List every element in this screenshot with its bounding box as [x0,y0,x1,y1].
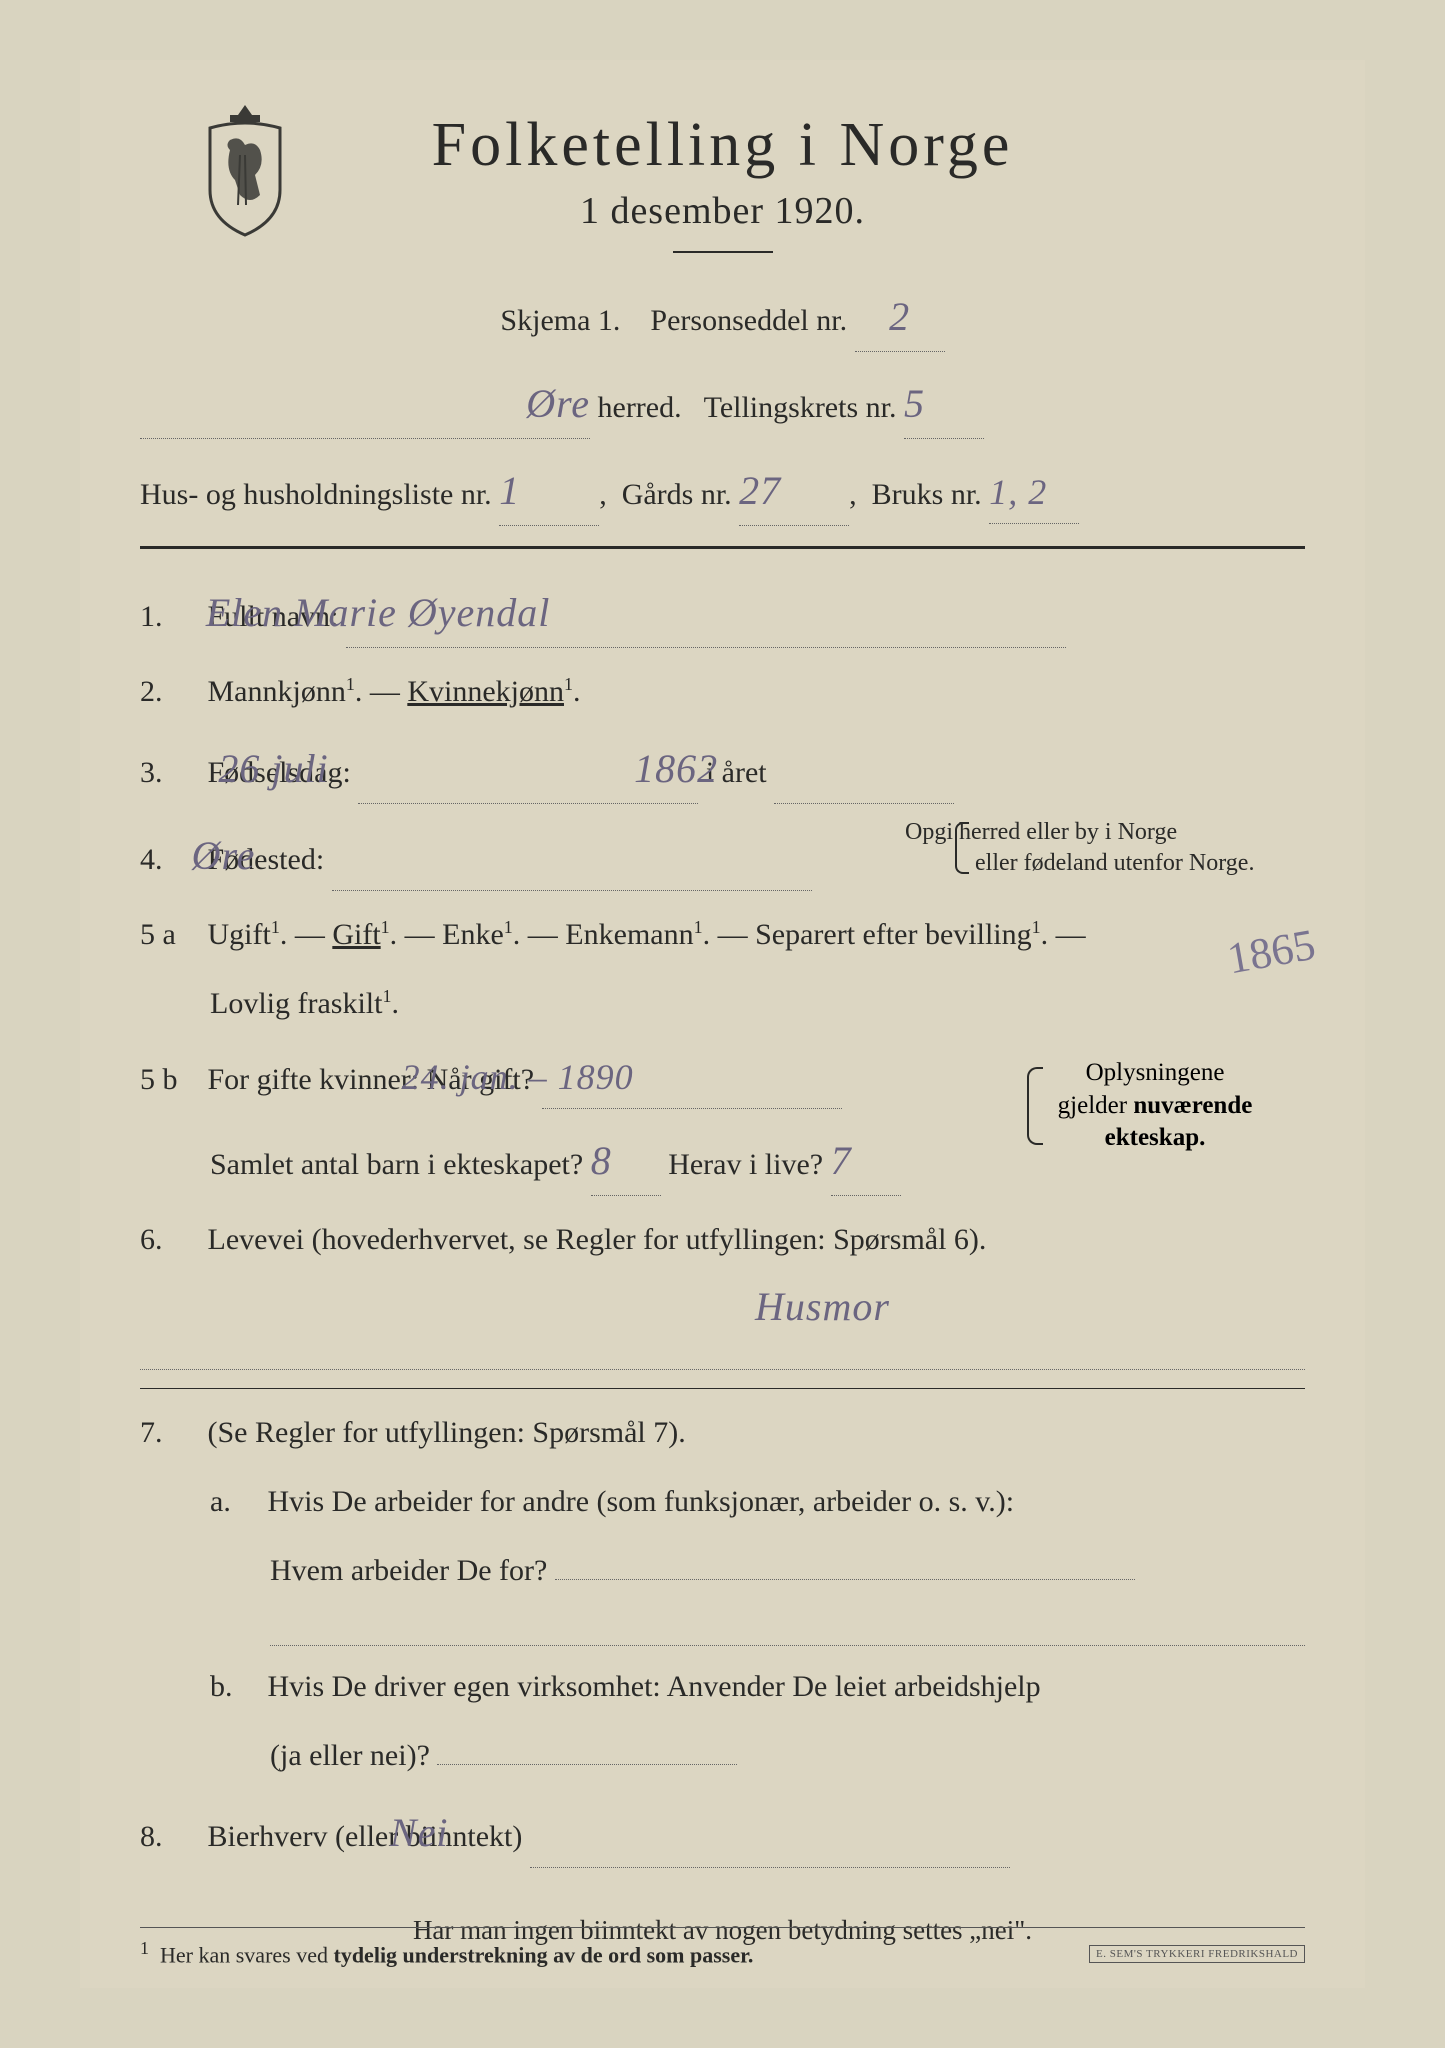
q5a-fraskilt: Lovlig fraskilt [210,987,382,1020]
printer-mark: E. SEM'S TRYKKERI FREDRIKSHALD [1089,1945,1305,1963]
q5a-margin-note: 1865 [1291,908,1322,985]
page-subtitle: 1 desember 1920. [140,189,1305,233]
herred-line: Øre herred. Tellingskrets nr. 5 [140,370,1305,439]
q7a-line2: Hvem arbeider De for? [140,1545,1305,1596]
q3-day: 26 juli [288,735,345,803]
q7a-num: a. [210,1476,260,1527]
q6-num: 6. [140,1214,200,1265]
census-form: Folketelling i Norge 1 desember 1920. Sk… [80,60,1365,1988]
q2-line: 2. Mannkjønn1. — Kvinnekjønn1. [140,666,1305,717]
personseddel-value: 2 [889,283,910,351]
gards-label: Gårds nr. [622,478,732,511]
q5b-side-note: Oplysningene gjelder nuværende ekteskap. [1045,1057,1265,1155]
q7a-text1: Hvis De arbeider for andre (som funksjon… [268,1485,1015,1518]
q7a-line1: a. Hvis De arbeider for andre (som funks… [140,1476,1305,1527]
coat-of-arms-icon [190,100,300,240]
header: Folketelling i Norge 1 desember 1920. [140,110,1305,253]
divider-main [140,546,1305,549]
q5b-value3: 7 [831,1127,852,1195]
q3-year: 1862 [704,735,718,803]
q8-label: Bierhverv (eller biinntekt) [208,1820,523,1853]
q7a-text2: Hvem arbeider De for? [270,1554,547,1587]
q5a-enke: Enke [442,918,504,951]
q7b-line2: (ja eller nei)? [140,1730,1305,1781]
husliste-line: Hus- og husholdningsliste nr. 1, Gårds n… [140,457,1305,526]
q6-label: Levevei (hovederhvervet, se Regler for u… [208,1223,987,1256]
dotted-rule-1 [140,1338,1305,1370]
q7-label: (Se Regler for utfyllingen: Spørsmål 7). [208,1416,686,1449]
q5a-num: 5 a [140,909,200,960]
q6-line: 6. Levevei (hovederhvervet, se Regler fo… [140,1214,1305,1265]
q5b-value2: 8 [591,1127,612,1195]
q6-value: Husmor [755,1283,890,1330]
title-divider [673,251,773,253]
tellingskrets-value: 5 [904,370,925,438]
q7b-text1: Hvis De driver egen virksomhet: Anvender… [268,1670,1041,1703]
q5a-enkemann: Enkemann [565,918,693,951]
q1-num: 1. [140,591,200,642]
q1-value: Elen Marie Øyendal [276,579,551,647]
q5b-block: 5 b For gifte kvinner: Når gift? 24. jan… [140,1047,1305,1196]
bruks-label: Bruks nr. [872,478,982,511]
q7-num: 7. [140,1407,200,1458]
q2-kvinne: Kvinnekjønn [407,675,564,708]
q5a-gift: Gift [332,918,380,951]
q5a-line: 5 a Ugift1. — Gift1. — Enke1. — Enkemann… [140,909,1305,960]
q5a-line2: Lovlig fraskilt1. [140,978,1305,1029]
skjema-line: Skjema 1. Personseddel nr. 2 [140,283,1305,352]
divider-thin-1 [140,1388,1305,1389]
personseddel-label: Personseddel nr. [650,304,847,337]
skjema-label: Skjema 1. [500,304,620,337]
herred-label: herred. [598,391,682,424]
page-title: Folketelling i Norge [140,110,1305,181]
q8-num: 8. [140,1811,200,1862]
q8-line: 8. Bierhverv (eller biinntekt) Nei [140,1799,1305,1868]
herred-value: Øre [526,370,590,438]
q7b-line1: b. Hvis De driver egen virksomhet: Anven… [140,1661,1305,1712]
q5b-num: 5 b [140,1054,200,1105]
husliste-label: Hus- og husholdningsliste nr. [140,478,492,511]
q7b-text2: (ja eller nei)? [270,1739,430,1772]
q3-num: 3. [140,747,200,798]
q1-line: 1. Fullt navn: Elen Marie Øyendal [140,579,1305,648]
husliste-value: 1 [499,457,520,525]
q5a-separert: Separert efter bevilling [755,918,1032,951]
q7b-num: b. [210,1661,260,1712]
q4-note: Opgi herred eller by i Norge eller fødel… [955,817,1305,879]
q7-line: 7. (Se Regler for utfyllingen: Spørsmål … [140,1407,1305,1458]
q5b-label3: Herav i live? [668,1148,823,1181]
q2-mann: Mannkjønn [208,675,346,708]
dotted-rule-2 [270,1614,1305,1646]
q5a-ugift: Ugift [208,918,271,951]
q5b-value1: 24. jan. – 1890 [472,1047,634,1108]
gards-value: 27 [739,457,781,525]
bruks-value: 1, 2 [989,462,1047,523]
q2-num: 2. [140,666,200,717]
q3-line: 3. Fødselsdag: 26 juli i året 1862 [140,735,1305,804]
q6-answer-line: Husmor [340,1283,1305,1330]
tellingskrets-label: Tellingskrets nr. [704,391,897,424]
q5b-label2: Samlet antal barn i ekteskapet? [210,1148,583,1181]
q4-line: 4. Fødested: Øre Opgi herred eller by i … [140,822,1305,891]
